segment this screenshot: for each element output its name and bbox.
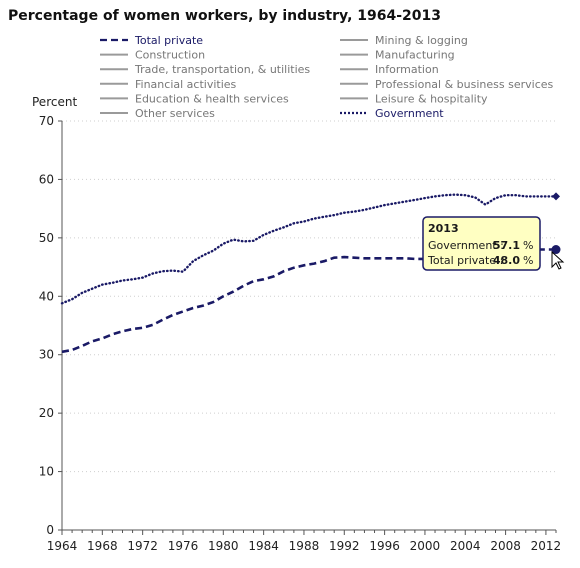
x-tick-label: 2012 <box>531 539 562 553</box>
tooltip-row-label: Government : <box>428 239 504 252</box>
y-tick-label: 40 <box>39 289 54 303</box>
x-tick-label: 1976 <box>168 539 199 553</box>
legend-item-label[interactable]: Mining & logging <box>375 34 468 47</box>
legend-item-label[interactable]: Information <box>375 63 439 76</box>
government-end-marker[interactable] <box>552 192 560 201</box>
x-tick-label: 1964 <box>47 539 78 553</box>
x-tick-label: 1996 <box>369 539 400 553</box>
tooltip-row-value: 57.1 <box>493 239 520 252</box>
legend-item-label[interactable]: Manufacturing <box>375 49 455 62</box>
x-tick-label: 1988 <box>289 539 320 553</box>
legend-item-label[interactable]: Other services <box>135 107 215 120</box>
y-tick-label: 10 <box>39 465 54 479</box>
tooltip-row-label: Total private : <box>427 254 503 267</box>
gridlines <box>62 120 556 473</box>
tooltip-row-value: 48.0 <box>493 254 520 267</box>
y-tick-label: 60 <box>39 172 54 186</box>
legend: Total private Mining & logging Constructio… <box>100 34 554 120</box>
x-tick-label: 1992 <box>329 539 360 553</box>
legend-item-label[interactable]: Professional & business services <box>375 78 554 91</box>
tooltip-year: 2013 <box>428 222 459 235</box>
mouse-cursor-icon <box>551 250 565 270</box>
legend-item-label[interactable]: Total private <box>134 34 203 47</box>
x-tick-label: 1984 <box>248 539 279 553</box>
legend-item-label[interactable]: Leisure & hospitality <box>375 92 488 105</box>
y-tick-label: 70 <box>39 114 54 128</box>
tooltip-row-unit: % <box>523 254 533 267</box>
legend-item-label[interactable]: Trade, transportation, & utilities <box>134 63 310 76</box>
y-tick-label: 50 <box>39 231 54 245</box>
tooltip-box <box>422 216 541 271</box>
chart-title: Percentage of women workers, by industry… <box>8 8 441 24</box>
y-tick-label: 30 <box>39 348 54 362</box>
x-tick-label: 2000 <box>410 539 441 553</box>
legend-item-label[interactable]: Financial activities <box>135 78 237 91</box>
x-tick-label: 1980 <box>208 539 239 553</box>
x-tick-label: 2004 <box>450 539 481 553</box>
total-private-end-marker[interactable] <box>551 245 561 255</box>
tooltip-row-unit: % <box>523 239 533 252</box>
series-line-government[interactable] <box>60 193 558 305</box>
axes: 0 10 20 30 40 50 60 70 1964 1968 1972 1976 1980 1984 1… <box>39 114 561 553</box>
x-tick-label: 1968 <box>87 539 118 553</box>
x-tick-label: 2008 <box>490 539 521 553</box>
y-axis-title: Percent <box>32 95 77 109</box>
tooltip: 2013 Government :57.1 % Total private :48.0… <box>422 216 541 271</box>
y-tick-label: 0 <box>46 523 54 537</box>
x-tick-label: 1972 <box>127 539 158 553</box>
legend-item-label[interactable]: Government <box>375 107 444 120</box>
legend-item-label[interactable]: Education & health services <box>135 92 289 105</box>
cursor-arrow <box>551 250 565 270</box>
y-tick-label: 20 <box>39 406 54 420</box>
legend-item-label[interactable]: Construction <box>135 49 205 62</box>
